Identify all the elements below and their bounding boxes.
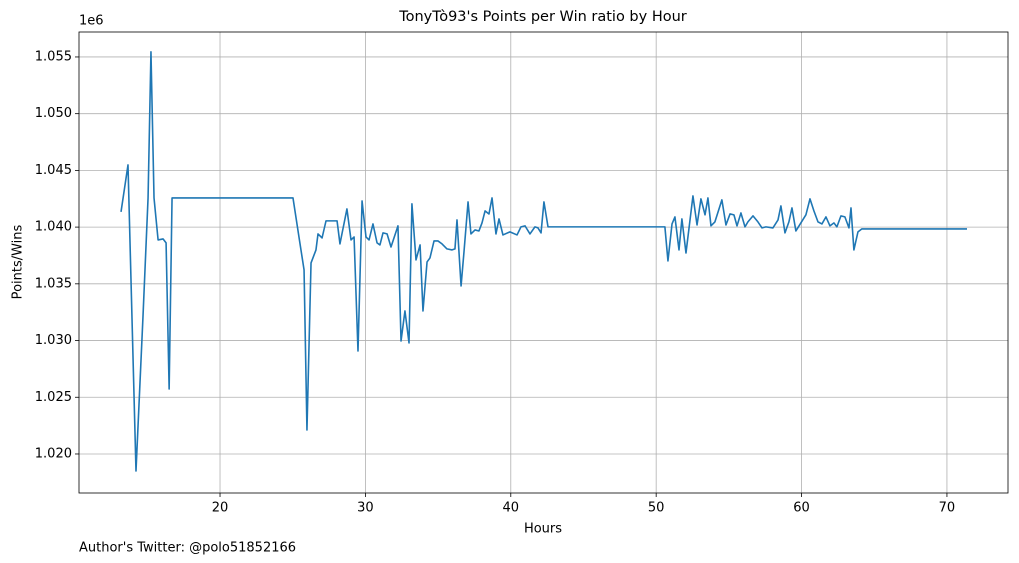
y-axis-label: Points/Wins [11,224,26,299]
x-axis-label: Hours [524,522,562,537]
y-tick-label: 1.035 [35,276,72,291]
y-tick-label: 1.045 [35,163,72,178]
plot-area: 20 30 40 50 60 70 1.020 1.025 1.030 1.035 1.040 1.0… [35,32,1008,516]
x-tick-label: 70 [939,501,956,516]
x-tick-label: 60 [793,501,810,516]
y-tick-label: 1.020 [35,446,72,461]
x-tick-label: 30 [357,501,374,516]
x-tick-label: 40 [503,501,520,516]
y-tick-label: 1.040 [35,220,72,235]
y-tick-label: 1.025 [35,390,72,405]
y-tick-label: 1.055 [35,49,72,64]
footer: Author's Twitter: @polo51852166 [79,541,296,556]
y-tick-label: 1.050 [35,106,72,121]
x-tick-label: 50 [648,501,665,516]
data-line [120,51,967,472]
x-tick-label: 20 [212,501,229,516]
y-tick-label: 1.030 [35,333,72,348]
axes-frame [78,31,1009,494]
chart-title: TonyTò93's Points per Win ratio by Hour [398,9,687,25]
y-offset-label: 1e6 [79,14,104,29]
